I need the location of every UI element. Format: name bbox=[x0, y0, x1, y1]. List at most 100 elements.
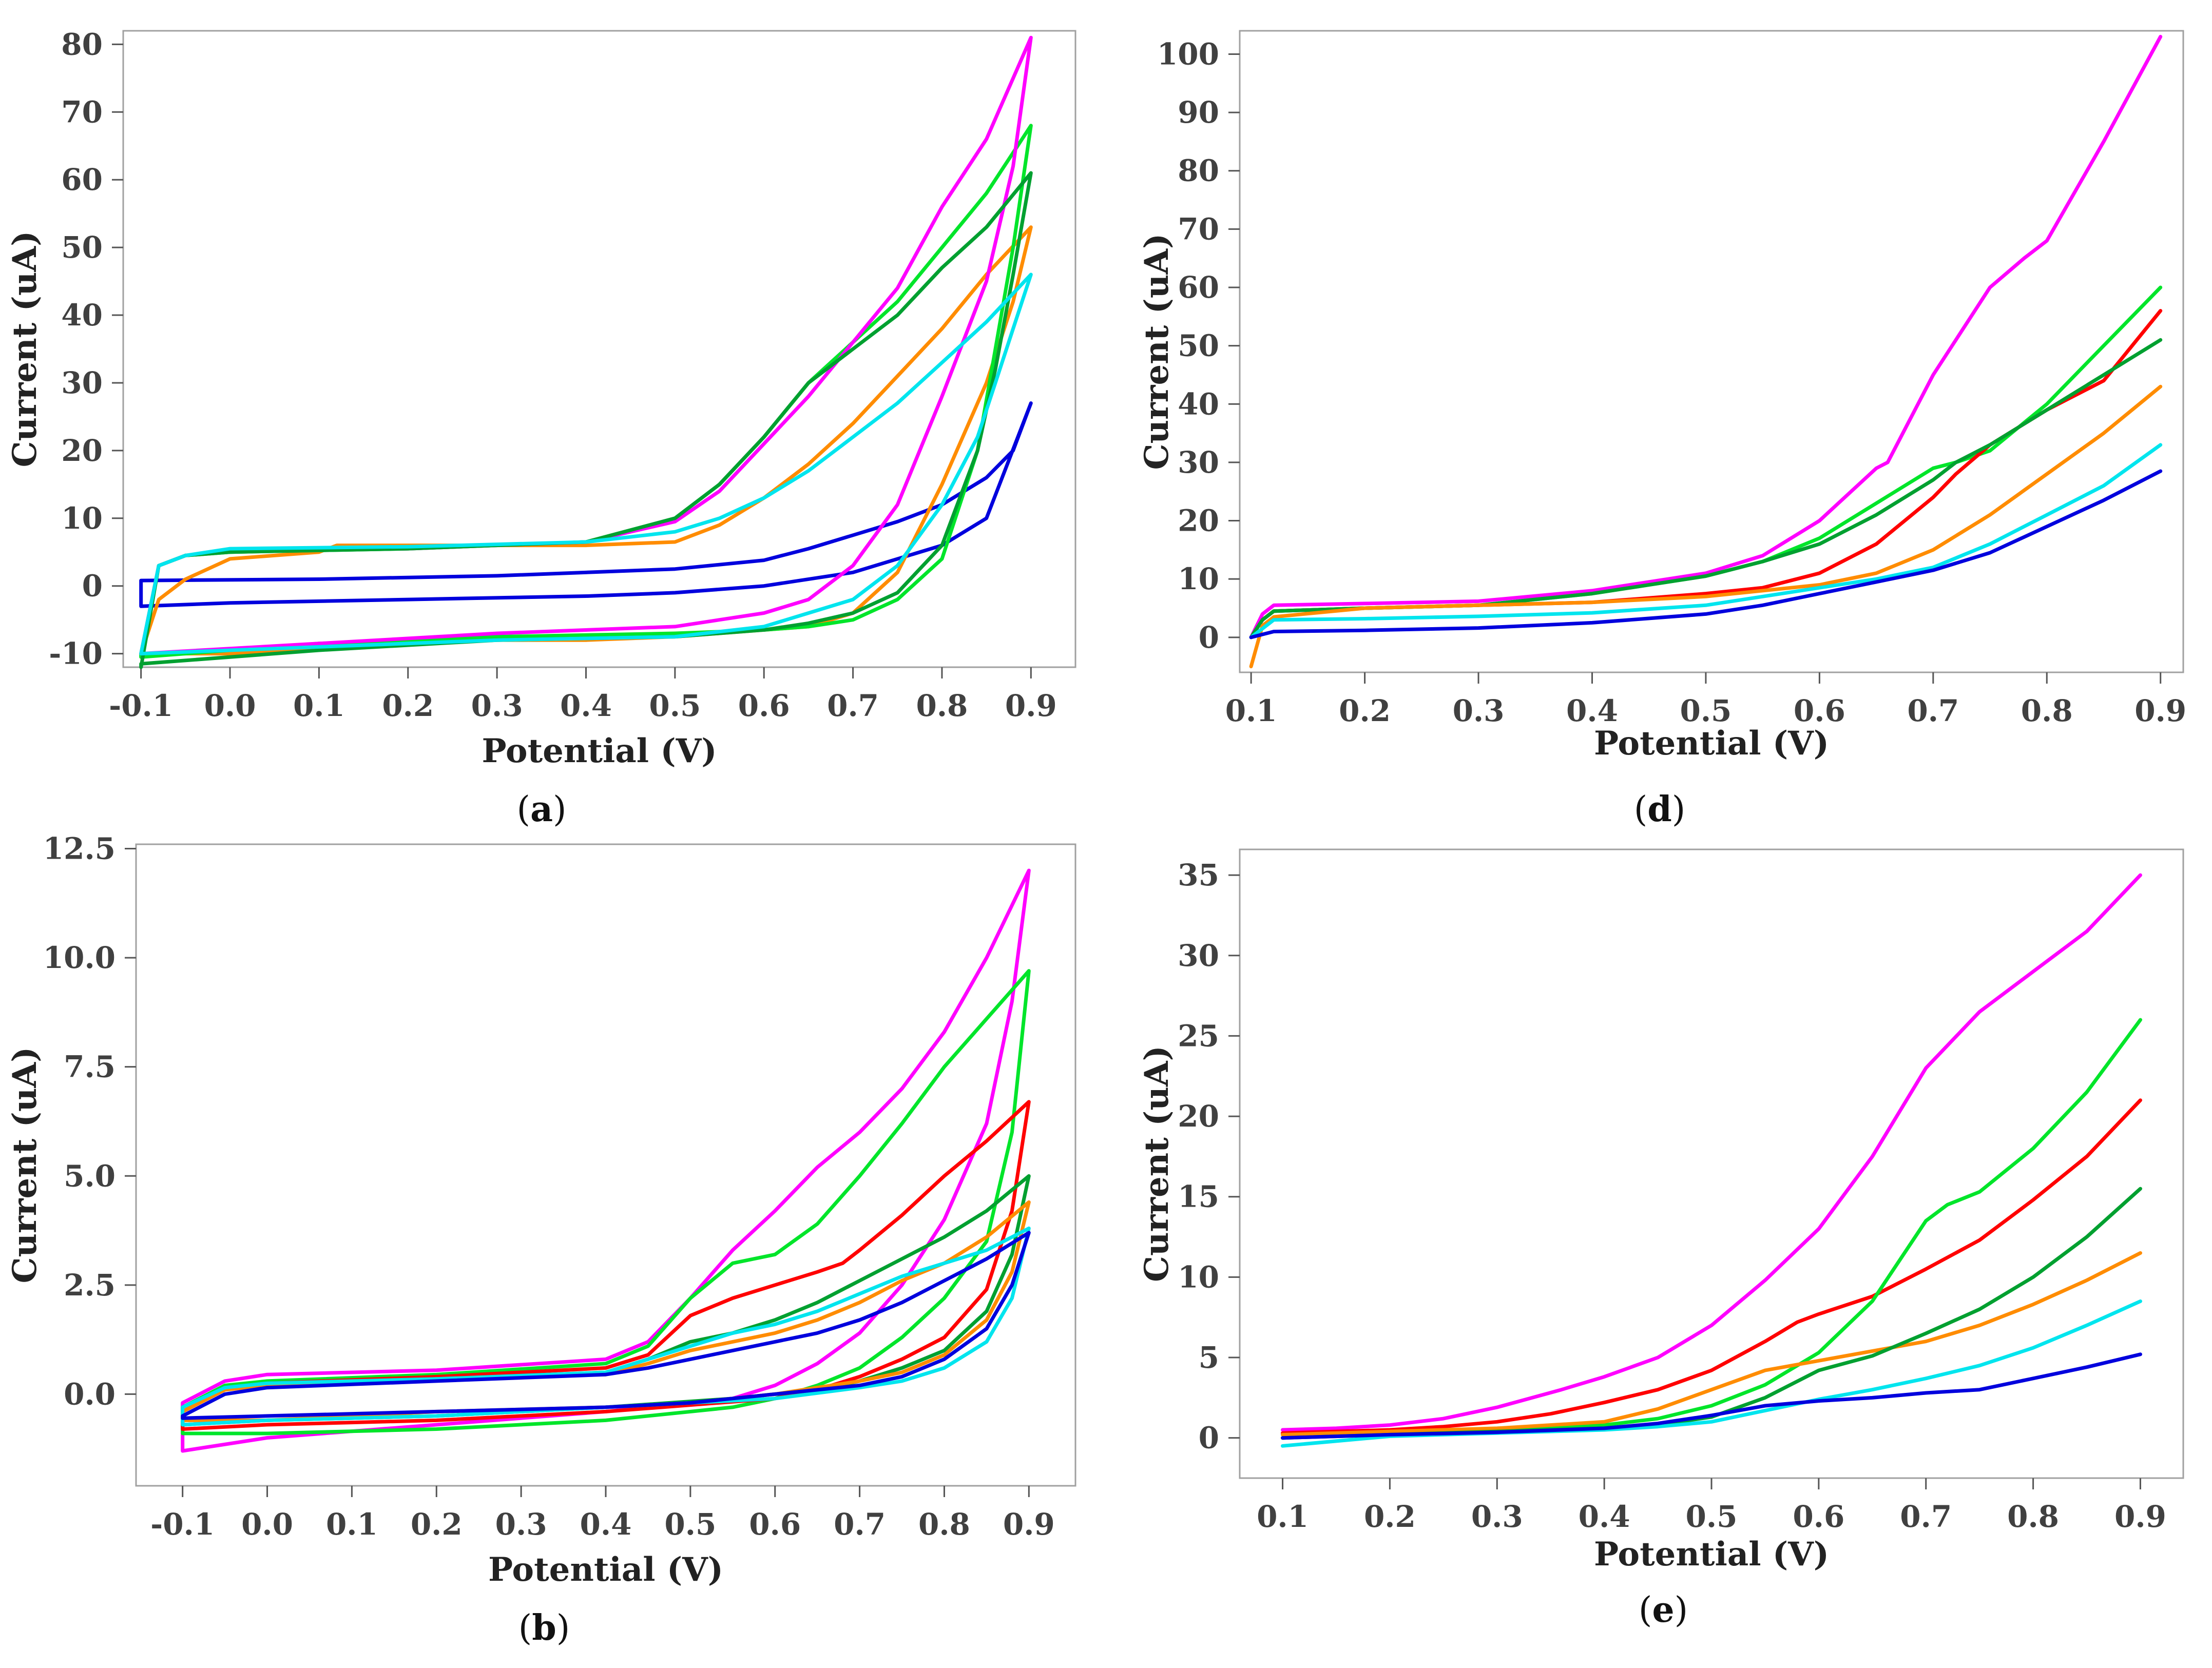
y-tick-label: 20 bbox=[61, 433, 103, 468]
y-tick-label: 5.0 bbox=[64, 1158, 116, 1193]
x-tick-label: 0.3 bbox=[495, 1507, 547, 1542]
y-tick-label: 50 bbox=[61, 230, 103, 265]
y-tick-label: 25 bbox=[1178, 1018, 1219, 1053]
x-tick-label: 0.4 bbox=[1579, 1499, 1630, 1534]
plot-frame bbox=[122, 30, 1076, 668]
caption-letter: d bbox=[1647, 789, 1672, 830]
y-tick-label: 50 bbox=[1178, 328, 1219, 363]
x-tick-label: 0.3 bbox=[471, 688, 523, 723]
y-tick-label: 30 bbox=[61, 365, 103, 400]
y-tick-label: 10 bbox=[1178, 561, 1219, 596]
series-line-2 bbox=[139, 225, 1033, 656]
caption-close-paren: ) bbox=[1675, 1590, 1688, 1631]
caption-letter: e bbox=[1652, 1589, 1674, 1631]
x-tick-label: 0.8 bbox=[2007, 1499, 2059, 1534]
x-tick-label: 0.1 bbox=[293, 688, 345, 723]
series-line-6 bbox=[139, 273, 1033, 656]
x-tick-label: 0.3 bbox=[1471, 1499, 1523, 1534]
plot-frame bbox=[1239, 848, 2184, 1479]
caption-close-paren: ) bbox=[1672, 789, 1686, 830]
x-tick-label: 0.1 bbox=[1225, 693, 1277, 728]
x-tick-label: 0.2 bbox=[1339, 693, 1391, 728]
x-tick-label: 0.8 bbox=[918, 1507, 970, 1542]
series-line-2 bbox=[1281, 1098, 2142, 1435]
x-tick-label: 0.4 bbox=[560, 688, 612, 723]
series-line-3 bbox=[139, 124, 1033, 659]
x-tick-label: 0.5 bbox=[1686, 1499, 1738, 1534]
y-tick-label: 5 bbox=[1199, 1340, 1219, 1375]
series-line-1 bbox=[1281, 873, 2142, 1432]
x-tick-label: 0.0 bbox=[204, 688, 256, 723]
series-line-3 bbox=[1281, 1018, 2142, 1440]
x-tick-label: 0.3 bbox=[1453, 693, 1505, 728]
y-tick-label: 70 bbox=[1178, 211, 1219, 246]
y-tick-label: 0.0 bbox=[64, 1376, 116, 1411]
y-tick-label: 80 bbox=[61, 27, 103, 62]
y-tick-label: 10 bbox=[61, 501, 103, 536]
y-tick-label: 40 bbox=[61, 298, 103, 333]
x-axis-label: Potential (V) bbox=[1594, 724, 1829, 763]
panel-a: -0.1 0.0 0.1 0.2 0.3 0.4 0.5 0.6 0.7 0.8 0.9 -10 0 10… bbox=[6, 27, 1076, 830]
caption-open-paren: ( bbox=[518, 1608, 532, 1648]
x-tick-label: 0.6 bbox=[749, 1507, 801, 1542]
y-tick-label: 30 bbox=[1178, 938, 1219, 973]
x-tick-label: 0.9 bbox=[1005, 688, 1057, 723]
y-tick-label: 60 bbox=[61, 162, 103, 197]
x-tick-label: 0.6 bbox=[1794, 693, 1845, 728]
x-tick-label: 0.0 bbox=[241, 1507, 293, 1542]
y-tick-label: 80 bbox=[1178, 153, 1219, 188]
y-axis-label: Current (uA) bbox=[6, 231, 44, 468]
x-tick-label: 0.6 bbox=[1793, 1499, 1844, 1534]
y-tick-label: 2.5 bbox=[64, 1268, 116, 1303]
x-tick-label: 0.2 bbox=[1364, 1499, 1416, 1534]
panel-b: -0.1 0.0 0.1 0.2 0.3 0.4 0.5 0.6 0.7 0.8 0.9 0.0 2.5… bbox=[6, 831, 1076, 1648]
x-tick-label: 0.4 bbox=[580, 1507, 632, 1542]
y-tick-label: 70 bbox=[61, 94, 103, 129]
series-line-7 bbox=[1249, 469, 2163, 639]
series-line-3 bbox=[181, 1100, 1031, 1431]
x-tick-label: 0.7 bbox=[827, 688, 879, 723]
x-tick-label: 0.1 bbox=[1257, 1499, 1309, 1534]
x-axis-label: Potential (V) bbox=[482, 732, 717, 770]
series-line-7 bbox=[181, 1231, 1031, 1420]
y-tick-label: 30 bbox=[1178, 445, 1219, 480]
y-tick-label: 60 bbox=[1178, 270, 1219, 305]
x-tick-label: 0.5 bbox=[1680, 693, 1732, 728]
x-tick-label: 0.9 bbox=[1003, 1507, 1055, 1542]
x-tick-label: 0.5 bbox=[649, 688, 701, 723]
x-tick-label: 0.7 bbox=[834, 1507, 886, 1542]
y-tick-label: 12.5 bbox=[43, 831, 116, 866]
x-tick-label: -0.1 bbox=[150, 1507, 215, 1542]
y-tick-label: 10 bbox=[1178, 1259, 1219, 1294]
x-tick-label: 0.6 bbox=[738, 688, 790, 723]
x-tick-label: 0.9 bbox=[2114, 1499, 2166, 1534]
y-tick-label: 35 bbox=[1178, 858, 1219, 893]
series-line-3 bbox=[1249, 309, 2163, 639]
y-tick-label: 90 bbox=[1178, 95, 1219, 130]
x-axis-label: Potential (V) bbox=[488, 1550, 723, 1589]
series-line-1 bbox=[1249, 34, 2163, 639]
series-line-2 bbox=[181, 969, 1031, 1436]
y-tick-label: 20 bbox=[1178, 1099, 1219, 1134]
caption-close-paren: ) bbox=[553, 789, 567, 830]
y-tick-label: 100 bbox=[1157, 36, 1219, 71]
series-line-4 bbox=[1249, 338, 2163, 639]
series-line-5 bbox=[139, 171, 1033, 669]
caption-open-paren: ( bbox=[1634, 789, 1648, 830]
y-tick-label: 15 bbox=[1178, 1179, 1219, 1214]
panel-e: 0.1 0.2 0.3 0.4 0.5 0.6 0.7 0.8 0.9 0 5 10 15 20 25 30 3… bbox=[1138, 848, 2184, 1631]
y-tick-label: 7.5 bbox=[64, 1050, 116, 1084]
y-tick-label: 40 bbox=[1178, 386, 1219, 421]
plot-frame bbox=[1239, 30, 2184, 673]
x-tick-label: 0.2 bbox=[382, 688, 434, 723]
series-line-7 bbox=[1281, 1352, 2142, 1440]
x-tick-label: 0.8 bbox=[2021, 693, 2073, 728]
x-tick-label: 0.2 bbox=[411, 1507, 463, 1542]
series-line-5 bbox=[1249, 384, 2163, 669]
series-line-2 bbox=[1249, 285, 2163, 639]
panel-caption: (b) bbox=[518, 1607, 570, 1648]
x-tick-label: 0.9 bbox=[2134, 693, 2186, 728]
y-axis-label: Current (uA) bbox=[1138, 234, 1176, 470]
series-line-6 bbox=[1249, 443, 2163, 639]
